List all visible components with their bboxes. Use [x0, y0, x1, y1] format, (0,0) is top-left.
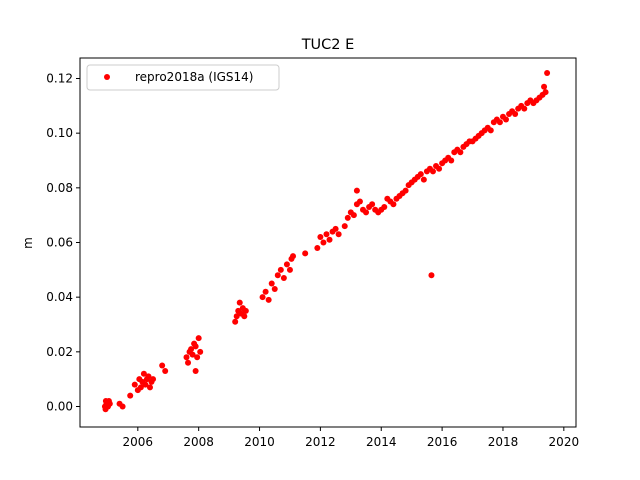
data-point — [521, 105, 528, 112]
x-tick-label: 2008 — [183, 435, 214, 449]
data-point — [106, 400, 113, 407]
data-point — [428, 272, 435, 279]
x-tick-label: 2010 — [244, 435, 275, 449]
data-point — [350, 212, 357, 219]
data-point — [356, 198, 363, 205]
data-point — [142, 381, 149, 388]
y-tick-label: 0.12 — [46, 72, 73, 86]
data-point — [335, 231, 342, 238]
x-tick-label: 2020 — [549, 435, 580, 449]
chart-title: TUC2 E — [301, 37, 355, 53]
data-point — [274, 272, 281, 279]
data-point — [341, 223, 348, 230]
data-point — [280, 275, 287, 282]
x-tick-label: 2016 — [427, 435, 458, 449]
data-point — [381, 203, 388, 210]
legend-box — [86, 64, 280, 91]
x-tick-label: 2006 — [123, 435, 154, 449]
data-point — [192, 343, 199, 350]
data-point — [194, 354, 201, 361]
data-point — [140, 370, 147, 377]
data-point — [320, 239, 327, 246]
data-point — [390, 201, 397, 208]
data-points-layer — [101, 70, 551, 413]
data-point — [363, 209, 370, 216]
data-point — [265, 296, 272, 303]
data-point — [131, 381, 138, 388]
x-tick-label: 2018 — [488, 435, 519, 449]
data-point — [496, 119, 503, 126]
data-point — [314, 244, 321, 251]
y-tick-label: 0.08 — [46, 181, 73, 195]
y-tick-label: 0.06 — [46, 236, 73, 250]
data-point — [185, 359, 192, 366]
data-point — [323, 231, 330, 238]
data-point — [236, 299, 243, 306]
data-point — [119, 403, 126, 410]
data-point — [197, 348, 204, 355]
data-point — [127, 392, 134, 399]
data-point — [271, 285, 278, 292]
data-point — [429, 168, 436, 175]
data-point — [290, 253, 297, 260]
y-tick-label: 0.02 — [46, 345, 73, 359]
data-point — [259, 294, 266, 301]
y-axis-ticks: 0.00 0.02 0.04 0.06 0.08 0.10 0.12 — [46, 72, 80, 414]
data-point — [420, 176, 427, 183]
x-tick-label: 2012 — [305, 435, 336, 449]
data-point — [159, 362, 166, 369]
data-point — [503, 116, 510, 123]
data-point — [417, 171, 424, 178]
data-point — [189, 351, 196, 358]
data-point — [183, 354, 190, 361]
data-point — [332, 225, 339, 232]
y-tick-label: 0.10 — [46, 126, 73, 140]
y-tick-label: 0.04 — [46, 290, 73, 304]
legend-label: repro2018a (IGS14) — [135, 70, 253, 84]
data-point — [150, 376, 157, 383]
data-point — [457, 149, 464, 156]
y-tick-label: 0.00 — [46, 400, 73, 414]
data-point — [302, 250, 309, 257]
data-point — [541, 83, 548, 90]
data-point — [233, 313, 240, 320]
y-axis-label: m — [21, 237, 35, 249]
data-point — [544, 70, 551, 77]
legend-marker — [104, 74, 110, 80]
data-point — [145, 373, 152, 380]
data-point — [487, 127, 494, 134]
data-point — [283, 261, 290, 268]
x-axis-ticks: 2006 2008 2010 2012 2014 2016 2018 2020 — [123, 427, 580, 449]
data-point — [262, 288, 269, 295]
data-point — [448, 157, 455, 164]
data-point — [402, 187, 409, 194]
data-point — [192, 367, 199, 374]
data-point — [146, 384, 153, 391]
data-point — [188, 346, 195, 353]
data-point — [195, 335, 202, 342]
data-point — [436, 165, 443, 172]
data-point — [344, 214, 351, 221]
data-point — [369, 201, 376, 208]
data-point — [317, 234, 324, 241]
data-point — [242, 307, 249, 314]
legend: repro2018a (IGS14) — [86, 64, 280, 91]
data-point — [137, 384, 144, 391]
data-point — [232, 318, 239, 325]
data-point — [542, 89, 549, 96]
data-point — [326, 236, 333, 243]
data-point — [268, 280, 275, 287]
data-point — [277, 266, 284, 273]
data-point — [241, 313, 248, 320]
data-point — [353, 187, 360, 194]
x-tick-label: 2014 — [366, 435, 397, 449]
data-point — [162, 367, 169, 374]
data-point — [286, 266, 293, 273]
data-point — [512, 111, 519, 118]
